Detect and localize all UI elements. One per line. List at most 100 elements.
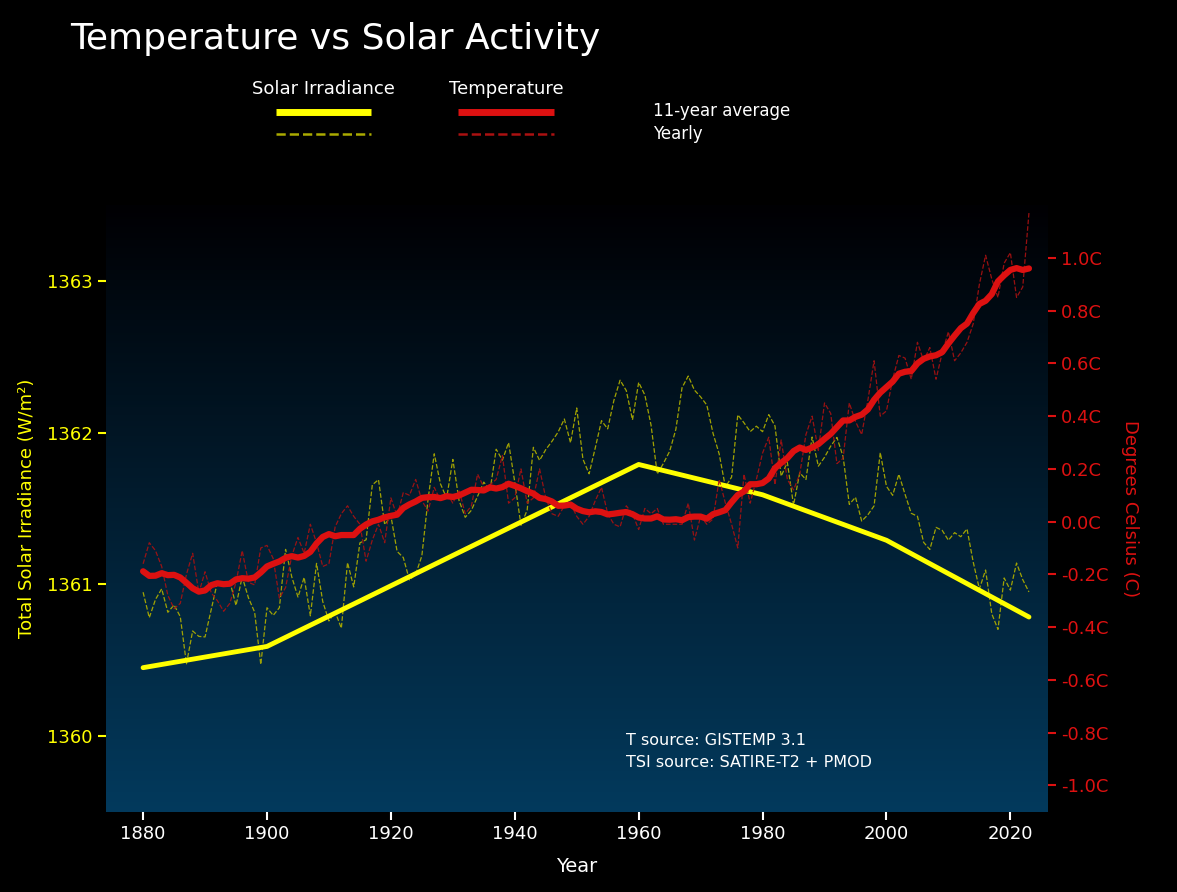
Bar — [106, 448, 1048, 450]
Bar — [106, 434, 1048, 435]
Text: Yearly: Yearly — [653, 125, 703, 143]
Bar — [106, 456, 1048, 458]
Bar — [106, 695, 1048, 697]
Bar — [106, 559, 1048, 561]
Bar — [106, 478, 1048, 480]
Bar — [106, 526, 1048, 529]
Bar — [106, 545, 1048, 547]
Bar — [106, 753, 1048, 756]
Bar — [106, 492, 1048, 494]
Bar — [106, 747, 1048, 749]
Bar — [106, 484, 1048, 486]
Text: Solar Irradiance: Solar Irradiance — [252, 80, 395, 98]
Bar — [106, 775, 1048, 777]
X-axis label: Year: Year — [556, 857, 598, 876]
Bar — [106, 524, 1048, 526]
Bar — [106, 590, 1048, 591]
Bar — [106, 636, 1048, 638]
Bar — [106, 575, 1048, 577]
Bar — [106, 213, 1048, 215]
Bar — [106, 470, 1048, 472]
Bar — [106, 211, 1048, 213]
Bar — [106, 312, 1048, 314]
Text: 11-year average: 11-year average — [653, 103, 791, 120]
Bar — [106, 574, 1048, 575]
Bar — [106, 521, 1048, 523]
Bar — [106, 339, 1048, 341]
Bar — [106, 725, 1048, 727]
Bar — [106, 799, 1048, 802]
Bar — [106, 442, 1048, 443]
Bar — [106, 355, 1048, 357]
Bar — [106, 553, 1048, 555]
Bar — [106, 500, 1048, 502]
Bar — [106, 773, 1048, 775]
Bar — [106, 375, 1048, 377]
Bar — [106, 515, 1048, 516]
Bar — [106, 452, 1048, 454]
Bar — [106, 606, 1048, 607]
Bar — [106, 796, 1048, 797]
Bar — [106, 692, 1048, 695]
Bar — [106, 435, 1048, 438]
Bar — [106, 371, 1048, 373]
Bar — [106, 794, 1048, 796]
Bar — [106, 446, 1048, 448]
Bar — [106, 772, 1048, 773]
Bar — [106, 266, 1048, 268]
Bar — [106, 700, 1048, 703]
Bar — [106, 737, 1048, 739]
Bar — [106, 268, 1048, 270]
Bar — [106, 676, 1048, 678]
Bar — [106, 325, 1048, 326]
Bar — [106, 496, 1048, 499]
Bar — [106, 620, 1048, 622]
Bar — [106, 723, 1048, 725]
Bar — [106, 802, 1048, 804]
Bar — [106, 557, 1048, 559]
Bar — [106, 583, 1048, 585]
Bar — [106, 638, 1048, 640]
Bar — [106, 450, 1048, 452]
Bar — [106, 666, 1048, 668]
Bar — [106, 373, 1048, 375]
Bar — [106, 523, 1048, 524]
Bar — [106, 622, 1048, 624]
Bar — [106, 458, 1048, 460]
Bar — [106, 674, 1048, 676]
Bar — [106, 403, 1048, 405]
Bar — [106, 684, 1048, 686]
Bar — [106, 227, 1048, 229]
Bar — [106, 810, 1048, 812]
Bar — [106, 440, 1048, 442]
Bar — [106, 320, 1048, 322]
Y-axis label: Total Solar Irradiance (W/m²): Total Solar Irradiance (W/m²) — [18, 379, 35, 638]
Bar — [106, 294, 1048, 296]
Bar — [106, 256, 1048, 258]
Bar — [106, 682, 1048, 684]
Bar — [106, 739, 1048, 741]
Bar — [106, 640, 1048, 642]
Bar — [106, 253, 1048, 256]
Bar — [106, 357, 1048, 359]
Bar — [106, 642, 1048, 644]
Bar — [106, 472, 1048, 474]
Bar — [106, 223, 1048, 226]
Bar — [106, 365, 1048, 367]
Bar — [106, 314, 1048, 317]
Bar — [106, 516, 1048, 518]
Bar — [106, 226, 1048, 227]
Bar — [106, 595, 1048, 598]
Bar — [106, 381, 1048, 383]
Bar — [106, 624, 1048, 625]
Bar — [106, 670, 1048, 673]
Bar — [106, 393, 1048, 395]
Bar — [106, 438, 1048, 440]
Bar — [106, 413, 1048, 416]
Text: T source: GISTEMP 3.1
TSI source: SATIRE-T2 + PMOD: T source: GISTEMP 3.1 TSI source: SATIRE… — [626, 732, 872, 770]
Bar — [106, 714, 1048, 716]
Bar — [106, 534, 1048, 537]
Bar — [106, 598, 1048, 599]
Bar — [106, 301, 1048, 302]
Bar — [106, 567, 1048, 569]
